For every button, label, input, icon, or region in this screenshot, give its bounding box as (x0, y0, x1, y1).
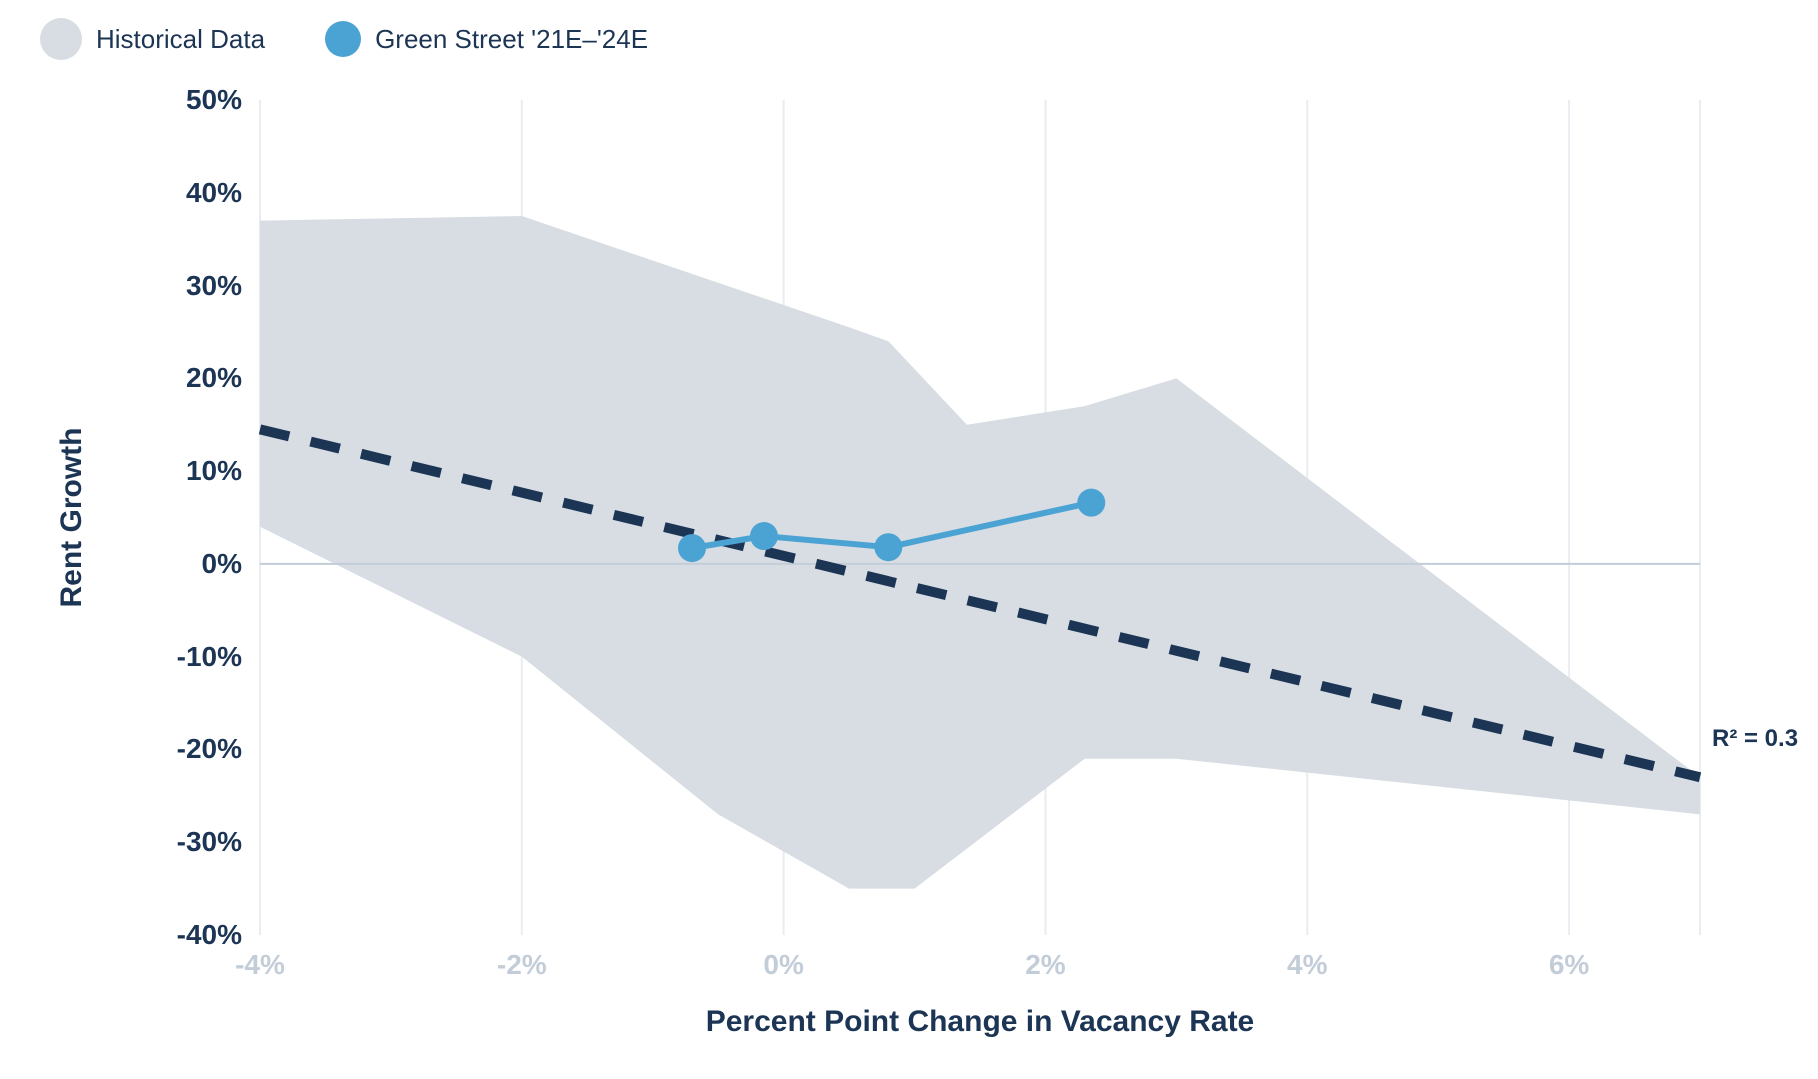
x-tick-label: 2% (1025, 949, 1065, 981)
x-tick-label: -2% (497, 949, 547, 981)
r-squared-annotation: R² = 0.3 (1712, 725, 1798, 753)
forecast-series-marker (874, 533, 902, 561)
x-tick-label: -4% (235, 949, 285, 981)
x-axis-title: Percent Point Change in Vacancy Rate (260, 1005, 1700, 1039)
y-tick-label: 50% (186, 84, 242, 116)
y-tick-label: 40% (186, 177, 242, 209)
forecast-series-marker (678, 534, 706, 562)
y-tick-label: 30% (186, 270, 242, 302)
x-tick-label: 6% (1549, 949, 1589, 981)
y-tick-label: -10% (177, 641, 242, 673)
x-tick-label: 4% (1287, 949, 1327, 981)
chart-container: Historical DataGreen Street '21E–'24E Re… (0, 0, 1818, 1079)
y-tick-label: 20% (186, 362, 242, 394)
forecast-series-marker (1077, 489, 1105, 517)
y-tick-label: 0% (202, 548, 242, 580)
y-tick-label: -20% (177, 733, 242, 765)
y-tick-label: -40% (177, 919, 242, 951)
y-axis-title: Rent Growth (55, 100, 89, 935)
y-tick-label: -30% (177, 826, 242, 858)
y-tick-label: 10% (186, 455, 242, 487)
plot-area (0, 0, 1818, 1079)
historical-data-region (260, 216, 1700, 889)
x-tick-label: 0% (763, 949, 803, 981)
forecast-series-marker (750, 522, 778, 550)
